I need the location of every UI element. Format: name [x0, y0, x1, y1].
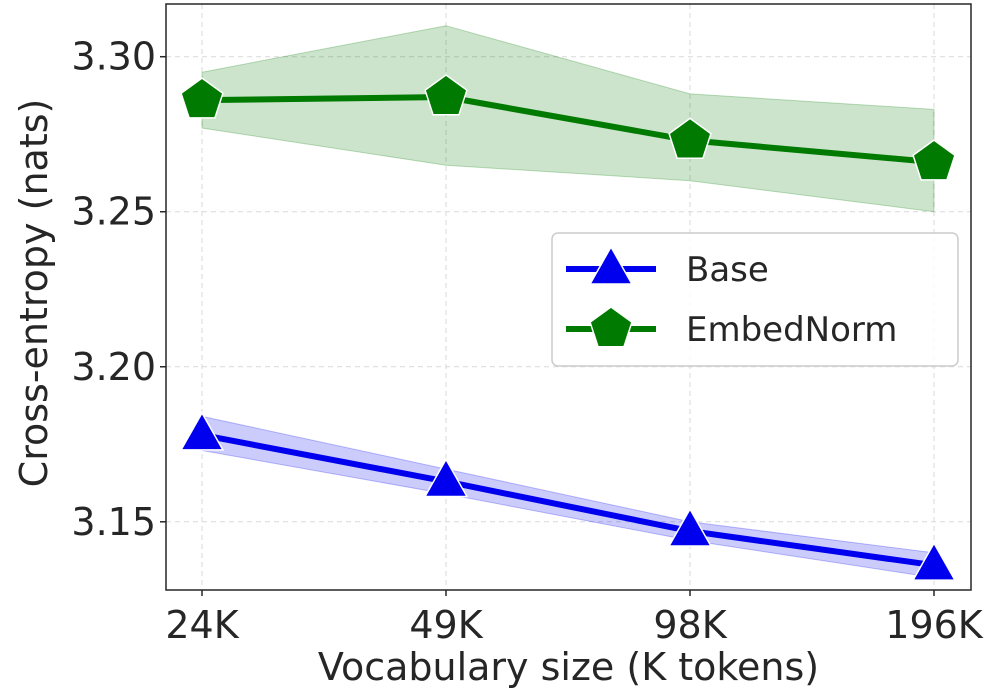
- series-lines: [201, 94, 935, 569]
- base-point: [667, 507, 713, 547]
- x-axis-ticks: 24K 49K 98K 196K: [165, 590, 984, 647]
- legend-base-marker: [588, 245, 634, 285]
- base-line: [201, 432, 935, 569]
- embednorm-point: [424, 74, 468, 116]
- y-tick-label: 3.15: [71, 500, 156, 544]
- y-axis-ticks: 3.15 3.20 3.25 3.30: [71, 35, 166, 544]
- embednorm-point: [912, 139, 956, 181]
- series-markers: [179, 74, 957, 581]
- legend-base-label: Base: [686, 250, 769, 290]
- y-tick-label: 3.25: [71, 190, 156, 234]
- embednorm-point: [668, 117, 712, 159]
- x-axis-label: Vocabulary size (K tokens): [318, 645, 819, 689]
- base-point: [423, 457, 469, 498]
- embednorm-line: [201, 94, 935, 166]
- x-tick-label: 98K: [653, 603, 727, 647]
- base-confidence-band: [201, 415, 935, 579]
- y-axis-label: Cross-entropy (nats): [12, 99, 56, 488]
- y-tick-label: 3.30: [71, 35, 156, 79]
- embednorm-point: [180, 77, 224, 119]
- legend-embednorm-label: EmbedNorm: [686, 310, 897, 350]
- legend-embednorm-marker: [589, 306, 633, 348]
- base-point: [911, 541, 957, 581]
- x-tick-label: 24K: [165, 603, 239, 647]
- x-tick-label: 196K: [885, 603, 984, 647]
- plot-frame: [165, 3, 972, 591]
- base-point: [179, 411, 225, 451]
- legend: Base EmbedNorm: [551, 232, 959, 367]
- y-tick-label: 3.20: [71, 345, 156, 389]
- x-tick-label: 49K: [409, 603, 483, 647]
